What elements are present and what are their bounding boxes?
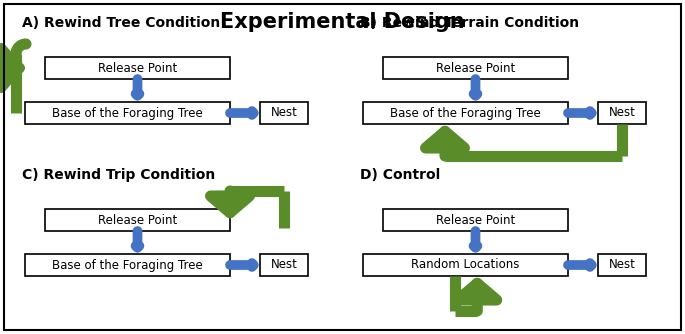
- Bar: [363, 102, 568, 124]
- Text: Base of the Foraging Tree: Base of the Foraging Tree: [52, 259, 203, 272]
- Bar: [45, 209, 230, 231]
- Text: Experimental Design: Experimental Design: [220, 12, 465, 32]
- Bar: [383, 57, 568, 79]
- Text: Release Point: Release Point: [98, 61, 177, 74]
- Text: A) Rewind Tree Condition: A) Rewind Tree Condition: [22, 16, 221, 30]
- Bar: [260, 102, 308, 124]
- Bar: [383, 209, 568, 231]
- Bar: [598, 102, 646, 124]
- Text: C) Rewind Trip Condition: C) Rewind Trip Condition: [22, 168, 215, 182]
- Bar: [25, 102, 230, 124]
- Text: B) Rewind Terrain Condition: B) Rewind Terrain Condition: [360, 16, 579, 30]
- Text: Nest: Nest: [608, 259, 636, 272]
- Bar: [260, 254, 308, 276]
- Text: D) Control: D) Control: [360, 168, 440, 182]
- Bar: [45, 57, 230, 79]
- Bar: [25, 254, 230, 276]
- Text: Release Point: Release Point: [98, 213, 177, 226]
- Text: Base of the Foraging Tree: Base of the Foraging Tree: [390, 107, 541, 120]
- Bar: [363, 254, 568, 276]
- Text: Release Point: Release Point: [436, 213, 515, 226]
- Text: Release Point: Release Point: [436, 61, 515, 74]
- Text: Random Locations: Random Locations: [411, 259, 520, 272]
- Bar: [598, 254, 646, 276]
- Text: Nest: Nest: [608, 107, 636, 120]
- Text: Nest: Nest: [271, 107, 297, 120]
- Text: Nest: Nest: [271, 259, 297, 272]
- Text: Base of the Foraging Tree: Base of the Foraging Tree: [52, 107, 203, 120]
